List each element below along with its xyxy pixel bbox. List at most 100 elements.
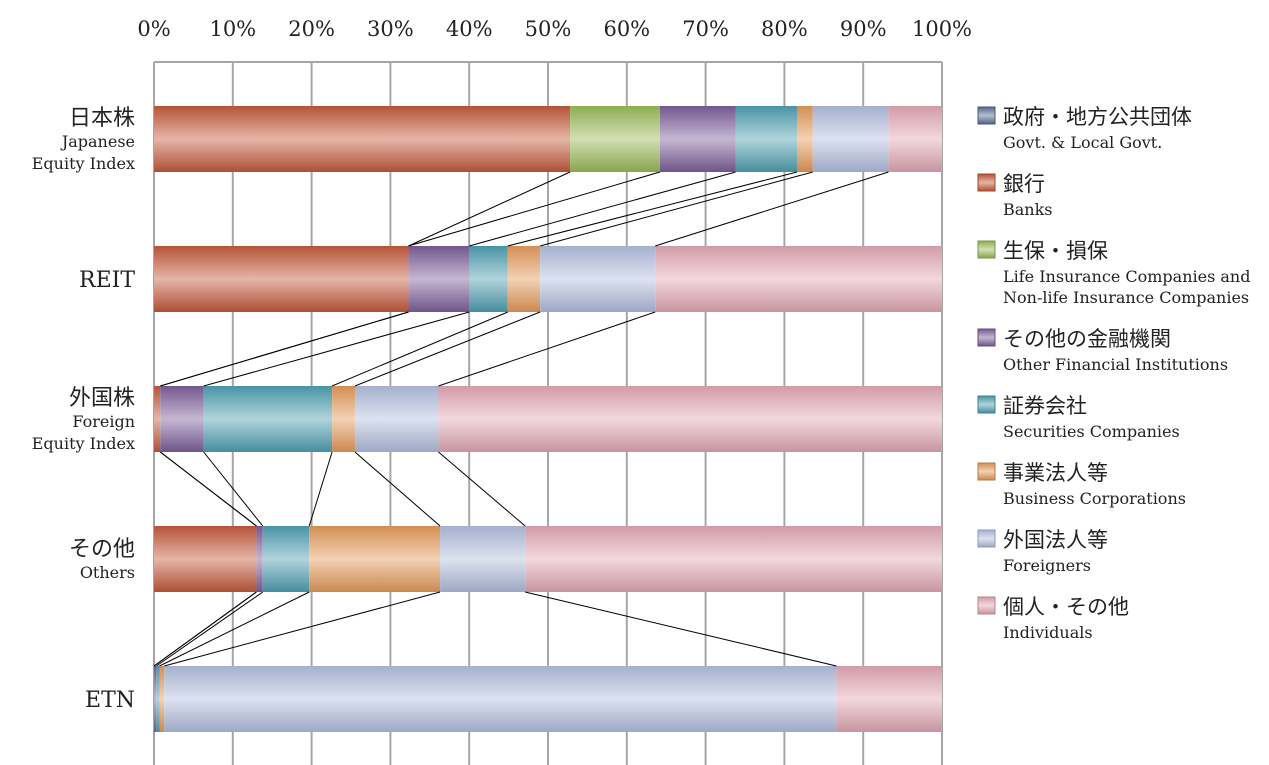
bar-segment — [203, 386, 333, 452]
legend-item: 政府・地方公共団体 Govt. & Local Govt. — [977, 105, 1192, 152]
connector-line — [469, 171, 736, 247]
connector-line — [159, 591, 310, 667]
category-label: 日本株 — [69, 106, 135, 131]
legend-item: 生保・損保 Life Insurance Companies and Non-lif… — [977, 239, 1250, 307]
bar-segment — [160, 386, 204, 452]
bar-segment — [262, 526, 310, 592]
legend-item: 外国法人等 Foreigners — [977, 528, 1108, 575]
bar-segment — [797, 106, 813, 172]
bars — [154, 106, 942, 732]
legend-swatch — [977, 395, 996, 414]
bar-segment — [154, 246, 409, 312]
bar-segment — [164, 666, 837, 732]
connector-line — [164, 591, 441, 667]
bar-segment — [836, 666, 942, 732]
bar-segment — [438, 386, 942, 452]
connector-line — [203, 311, 470, 387]
bar-segment — [812, 106, 889, 172]
bar-segment — [540, 246, 656, 312]
connector-line — [156, 591, 264, 667]
connector-line — [525, 591, 837, 667]
legend-label-en: Individuals — [1003, 623, 1093, 642]
legend-swatch — [977, 462, 996, 481]
legend: 政府・地方公共団体 Govt. & Local Govt. 銀行 Banks 生保・損保… — [977, 105, 1250, 642]
legend-label-jp: 生保・損保 — [1003, 239, 1108, 263]
connector-line — [160, 311, 409, 387]
bar-segment — [469, 246, 508, 312]
x-tick-label: 40% — [446, 17, 493, 41]
legend-label-en: Other Financial Institutions — [1003, 355, 1228, 374]
legend-item: 事業法人等 Business Corporations — [977, 461, 1186, 508]
x-tick-label: 30% — [367, 17, 414, 41]
legend-item: 証券会社 Securities Companies — [977, 394, 1180, 441]
category-label: ETN — [85, 688, 135, 713]
x-tick-label: 80% — [761, 17, 808, 41]
bar-segment — [154, 386, 161, 452]
connector-line — [354, 451, 441, 527]
legend-label-jp: その他の金融機関 — [1003, 327, 1171, 351]
legend-swatch — [977, 529, 996, 548]
category-sublabel: Others — [80, 563, 135, 582]
legend-label-jp: 外国法人等 — [1003, 528, 1108, 552]
connector-line — [655, 171, 889, 247]
bar-segment — [570, 106, 660, 172]
x-tick-label: 100% — [912, 17, 972, 41]
legend-swatch — [977, 240, 996, 259]
bar-segment — [154, 526, 257, 592]
connector-lines — [153, 171, 889, 667]
legend-label-en: Securities Companies — [1003, 422, 1180, 441]
bar-segment — [309, 526, 441, 592]
x-tick-label: 70% — [682, 17, 729, 41]
bar-segment — [440, 526, 526, 592]
bar-segment — [659, 106, 736, 172]
connector-line — [408, 171, 571, 247]
bar-segment — [655, 246, 942, 312]
connector-line — [438, 311, 656, 387]
legend-label-jp: 政府・地方公共団体 — [1003, 105, 1192, 129]
connector-line — [203, 451, 264, 527]
legend-label-jp: 事業法人等 — [1003, 461, 1108, 485]
legend-item: 銀行 Banks — [977, 172, 1053, 219]
category-sublabel: Japanese — [60, 132, 135, 151]
bar-segment — [354, 386, 439, 452]
legend-label-en: Life Insurance Companies and — [1003, 267, 1250, 286]
bar-segment — [525, 526, 942, 592]
bar-segment — [159, 666, 165, 732]
legend-label-jp: 個人・その他 — [1003, 595, 1129, 619]
bar-segment — [154, 666, 157, 732]
connector-line — [159, 451, 257, 527]
bar-segment — [888, 106, 942, 172]
bar-segment — [507, 246, 541, 312]
connector-line — [408, 171, 661, 247]
legend-label-en: Banks — [1003, 200, 1053, 219]
connector-line — [308, 451, 333, 527]
connector-line — [539, 171, 813, 247]
legend-item: 個人・その他 Individuals — [977, 595, 1129, 642]
connector-line — [507, 171, 798, 247]
x-tick-label: 60% — [603, 17, 650, 41]
x-tick-label: 50% — [525, 17, 572, 41]
bar-segment — [332, 386, 355, 452]
connector-line — [354, 311, 541, 387]
x-tick-label: 0% — [137, 17, 170, 41]
legend-swatch — [977, 173, 996, 192]
bar-segment — [156, 666, 160, 732]
legend-swatch — [977, 106, 996, 125]
axis-tick-labels: 0% 10% 20% 30% 40% 50% 60% 70% 80% 90% 100% — [137, 17, 972, 41]
category-sublabel: Foreign — [72, 412, 135, 431]
category-label: その他 — [69, 537, 135, 562]
category-sublabel: Equity Index — [32, 154, 135, 173]
bar-segment — [408, 246, 470, 312]
legend-swatch — [977, 328, 996, 347]
bar-segment — [256, 526, 263, 592]
x-tick-label: 10% — [209, 17, 256, 41]
legend-label-en: Business Corporations — [1003, 489, 1186, 508]
x-tick-label: 90% — [840, 17, 887, 41]
legend-label-en: Foreigners — [1003, 556, 1091, 575]
bar-segment — [154, 106, 571, 172]
category-label: 外国株 — [69, 386, 135, 411]
legend-label-jp: 銀行 — [1003, 172, 1045, 196]
legend-label-jp: 証券会社 — [1003, 394, 1087, 418]
